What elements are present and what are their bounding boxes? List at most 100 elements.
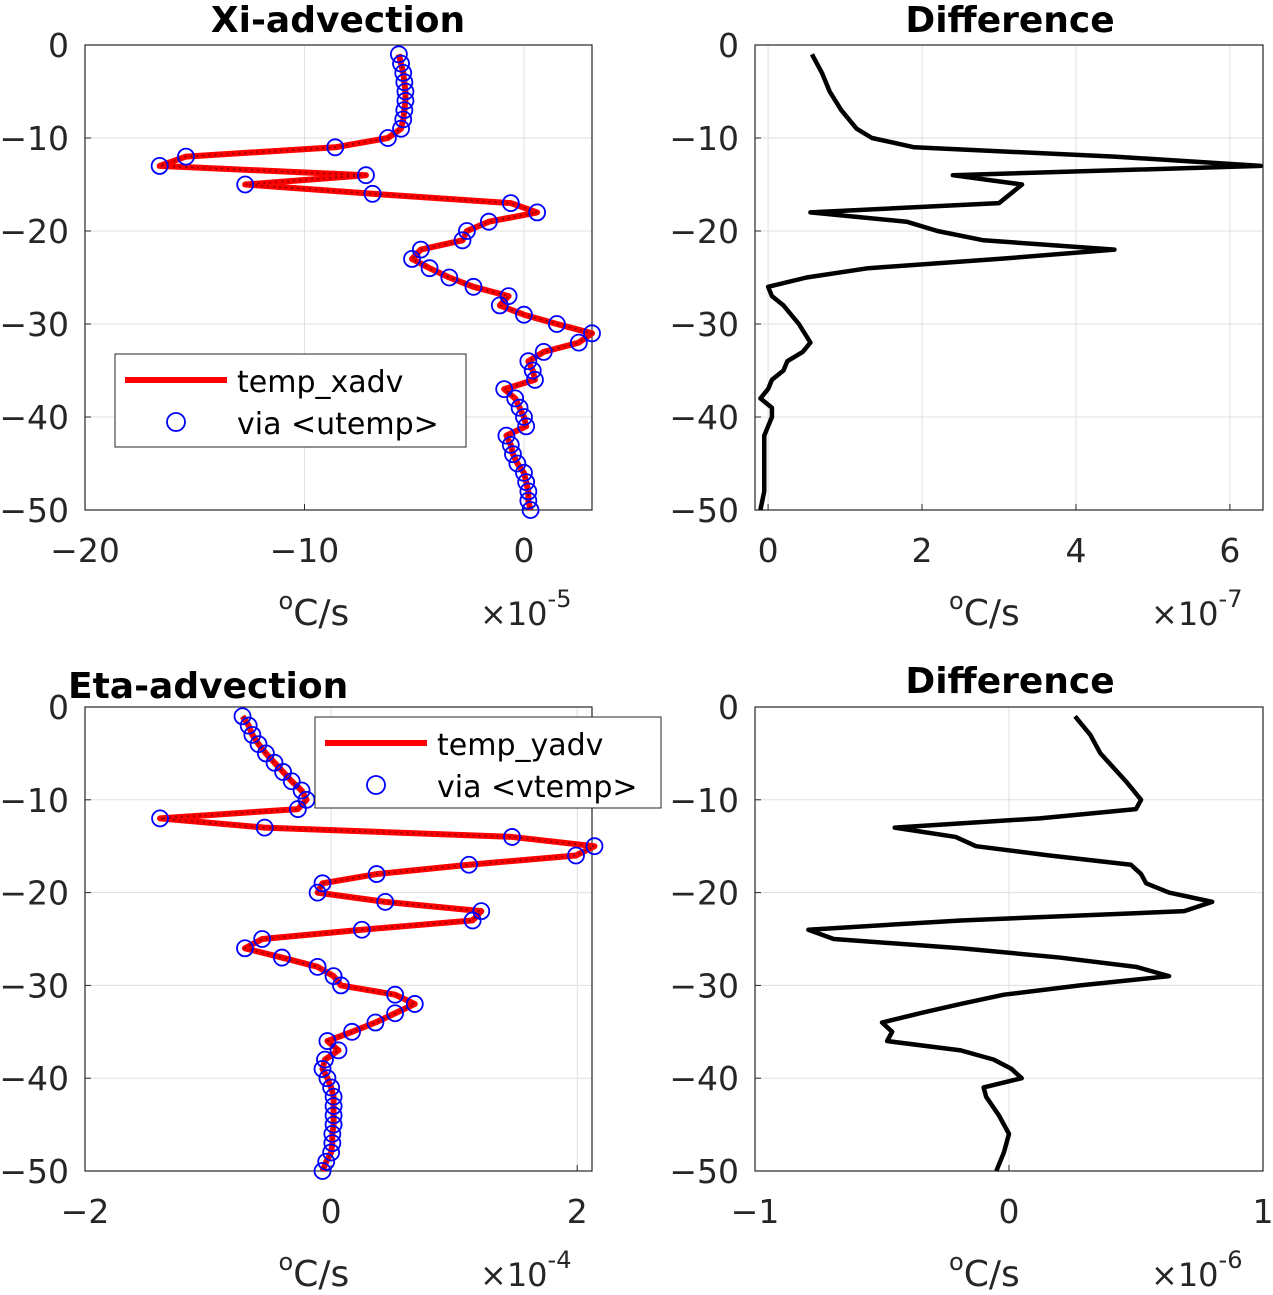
legend-label: via <utemp> xyxy=(237,407,439,442)
unit-text: C/s xyxy=(964,593,1020,634)
data-point-circle xyxy=(519,482,538,501)
legend-circle-swatch xyxy=(166,412,186,432)
x-tick-label: 4 xyxy=(1065,531,1086,570)
data-point-circle xyxy=(396,82,415,101)
data-point-circle xyxy=(318,1032,337,1050)
y-tick-label: −30 xyxy=(0,305,69,344)
degree-superscript: o xyxy=(949,587,964,615)
data-point-circle xyxy=(324,1106,343,1125)
y-tick-label: −40 xyxy=(669,398,739,437)
data-point-circle xyxy=(323,1124,342,1143)
data-point-circle xyxy=(316,1050,334,1069)
multiplier-exponent: -7 xyxy=(1219,585,1243,613)
data-point-circle xyxy=(585,837,604,856)
y-tick-label: 0 xyxy=(718,26,739,65)
data-point-circle xyxy=(317,1152,336,1171)
data-point-circle xyxy=(395,101,414,119)
unit-text: C/s xyxy=(293,593,349,634)
chart-title: Difference xyxy=(905,0,1114,41)
data-point-circle xyxy=(322,1143,341,1162)
degree-superscript: o xyxy=(949,1248,964,1276)
data-point-circle xyxy=(150,156,169,175)
multiplier-exponent: -5 xyxy=(548,585,572,613)
x-multiplier: ×10-7 xyxy=(1151,585,1242,633)
y-tick-label: −20 xyxy=(0,874,69,913)
data-point-circle xyxy=(497,426,516,445)
data-point-circle xyxy=(515,408,533,426)
data-point-circle xyxy=(396,91,415,110)
difference-line xyxy=(806,714,1215,1172)
data-point-circle xyxy=(292,781,311,800)
x-tick-label: 0 xyxy=(758,531,779,570)
data-point-circle xyxy=(236,175,255,194)
multiplier-exponent: -6 xyxy=(1219,1246,1243,1274)
y-tick-label: −40 xyxy=(669,1059,739,1098)
y-tick-label: 0 xyxy=(48,688,69,727)
data-point-circle xyxy=(534,342,553,361)
data-point-circle xyxy=(386,1004,405,1023)
unit-text: C/s xyxy=(964,1254,1020,1295)
data-point-circle xyxy=(501,435,520,454)
difference-line xyxy=(758,53,1263,511)
data-point-circle xyxy=(464,277,483,296)
chart-title: Xi-advection xyxy=(211,0,465,41)
multiplier-base: ×10 xyxy=(1151,1256,1219,1294)
data-point-circle xyxy=(504,445,522,464)
x-tick-label: −20 xyxy=(50,531,120,570)
data-point-circle xyxy=(177,147,195,166)
data-point-circle xyxy=(547,315,566,333)
x-tick-label: 2 xyxy=(912,531,933,570)
x-tick-label: −1 xyxy=(731,1192,780,1231)
data-point-circle xyxy=(352,920,371,939)
x-tick-label: −10 xyxy=(270,531,340,570)
data-point-circle xyxy=(515,305,533,324)
data-point-circle xyxy=(583,324,601,343)
x-axis-label: oC/s xyxy=(279,587,350,634)
x-axis-label: oC/s xyxy=(279,1248,350,1295)
data-point-circle xyxy=(515,463,533,482)
legend-label: temp_xadv xyxy=(237,365,403,400)
unit-text: C/s xyxy=(293,1254,349,1295)
data-point-circle xyxy=(394,110,413,129)
data-point-circle xyxy=(506,389,525,408)
data-point-circle xyxy=(308,883,327,902)
data-point-circle xyxy=(495,380,514,399)
data-point-circle xyxy=(463,911,482,930)
axes-2: 0 2 4 6 0 −10 −20 −30 −40 −50 Difference oC/s ×10-7 xyxy=(669,0,1264,634)
data-point-circle xyxy=(233,707,252,726)
data-point-circle xyxy=(519,491,538,510)
data-point-circle xyxy=(386,985,405,1004)
data-point-circle xyxy=(272,948,291,967)
y-tick-label: 0 xyxy=(718,688,739,727)
y-tick-label: −50 xyxy=(669,491,739,530)
data-point-circle xyxy=(567,846,585,865)
y-tick-label: −30 xyxy=(0,966,69,1005)
data-point-circle xyxy=(308,957,327,976)
data-point-circle xyxy=(440,268,459,287)
data-point-circle xyxy=(313,1060,332,1078)
data-point-circle xyxy=(523,361,542,380)
data-point-circle xyxy=(282,772,301,791)
data-point-circle xyxy=(389,45,408,64)
data-point-circle xyxy=(324,1087,343,1106)
y-tick-label: −10 xyxy=(0,781,69,820)
data-point-circle xyxy=(392,54,410,73)
chart-title: Eta-advection xyxy=(68,666,348,707)
degree-superscript: o xyxy=(279,1248,294,1276)
data-point-circle xyxy=(405,995,424,1013)
x-multiplier: ×10-5 xyxy=(480,585,571,633)
x-tick-label: 2 xyxy=(567,1192,588,1231)
data-point-circle xyxy=(324,1097,343,1115)
data-point-circle xyxy=(151,809,169,828)
data-point-circle xyxy=(376,892,395,911)
x-tick-label: 1 xyxy=(1253,1192,1273,1231)
data-point-circle xyxy=(323,1134,342,1153)
data-point-circle xyxy=(332,976,350,995)
data-point-circle xyxy=(363,184,382,203)
data-point-circle xyxy=(519,352,538,371)
x-axis-label: oC/s xyxy=(949,1248,1020,1295)
data-point-circle xyxy=(526,370,544,389)
multiplier-base: ×10 xyxy=(480,595,548,633)
x-axis-label: oC/s xyxy=(949,587,1020,634)
